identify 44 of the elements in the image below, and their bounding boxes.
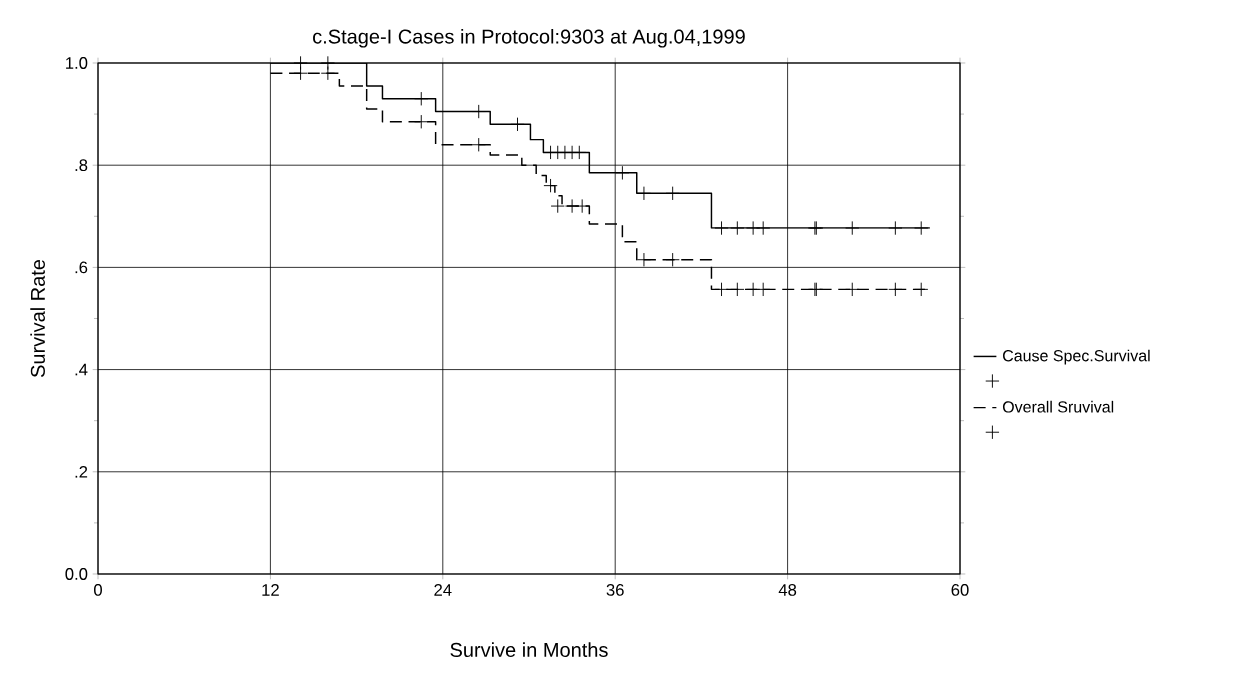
point <box>320 66 336 81</box>
point <box>845 220 860 236</box>
point <box>471 104 486 119</box>
legend-label: Cause Spec.Survival <box>1003 349 1150 365</box>
x-tick-label: 12 <box>262 584 279 596</box>
point <box>636 252 652 267</box>
x-tick-label: 24 <box>434 584 452 596</box>
point <box>665 186 680 201</box>
point <box>665 252 680 267</box>
legend-label: Overall Sruvival <box>1002 400 1114 413</box>
point <box>293 66 308 81</box>
point <box>714 220 729 236</box>
y-tick-label: 0.0 <box>65 568 88 580</box>
point <box>543 178 558 193</box>
point <box>730 282 745 297</box>
y-tick-label: .6 <box>75 261 88 274</box>
point <box>714 282 729 297</box>
point <box>845 282 860 297</box>
point <box>550 198 565 214</box>
chart-title: c.Stage-I Cases in Protocol:9303 at Aug.04,1999 <box>313 28 745 48</box>
x-tick-label: 48 <box>778 584 797 596</box>
point <box>914 282 929 297</box>
x-tick-label: 60 <box>951 584 969 596</box>
point <box>414 114 429 129</box>
x-tick-label: 0 <box>94 584 102 596</box>
point <box>730 220 745 236</box>
point <box>575 198 590 214</box>
x-tick-label: 36 <box>606 584 624 596</box>
point <box>615 165 630 180</box>
y-axis-title: Survival Rate <box>30 259 45 378</box>
point <box>756 282 771 297</box>
point <box>914 220 929 236</box>
point <box>636 186 652 201</box>
y-tick-label: 1.0 <box>66 57 88 69</box>
y-tick-label: .2 <box>75 465 88 478</box>
point <box>888 220 903 236</box>
y-tick-label: .4 <box>75 363 88 376</box>
x-axis-title: Survive in Months <box>450 642 608 657</box>
point <box>888 282 903 297</box>
y-tick-label: .8 <box>75 159 88 172</box>
point <box>756 220 771 236</box>
point <box>414 91 429 106</box>
point <box>471 137 486 152</box>
point <box>572 145 587 160</box>
